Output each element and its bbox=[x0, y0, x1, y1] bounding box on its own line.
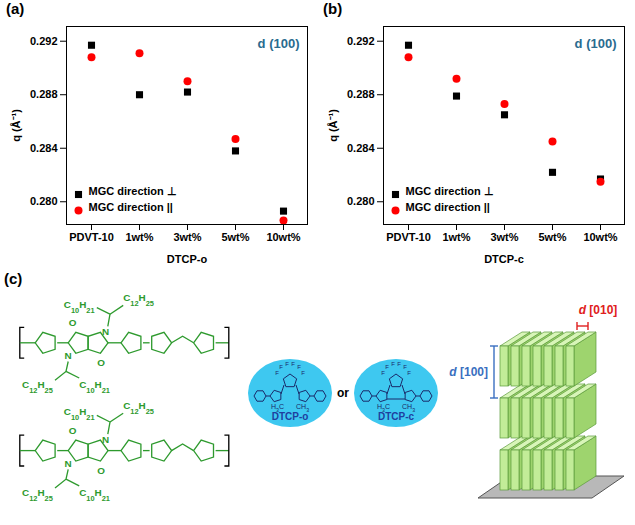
svg-text:F: F bbox=[297, 364, 301, 370]
svg-text:d (100): d (100) bbox=[258, 36, 300, 51]
svg-text:PDVT-10: PDVT-10 bbox=[69, 231, 114, 243]
svg-text:F: F bbox=[275, 370, 279, 376]
svg-text:MGC direction ||: MGC direction || bbox=[89, 201, 173, 213]
svg-text:F: F bbox=[285, 361, 289, 367]
svg-text:C10H21: C10H21 bbox=[64, 299, 95, 315]
svg-text:N: N bbox=[102, 326, 109, 337]
svg-text:0.280: 0.280 bbox=[30, 195, 58, 207]
svg-text:d (100): d (100) bbox=[575, 36, 617, 51]
svg-text:F: F bbox=[385, 364, 389, 370]
svg-text:DTCP-c: DTCP-c bbox=[484, 253, 524, 265]
svg-text:MGC direction ||: MGC direction || bbox=[406, 201, 490, 213]
svg-text:N: N bbox=[65, 458, 72, 469]
svg-text:N: N bbox=[102, 434, 109, 445]
svg-text:F: F bbox=[397, 361, 401, 367]
svg-text:C10H21: C10H21 bbox=[64, 406, 95, 422]
svg-text:0.280: 0.280 bbox=[347, 195, 375, 207]
svg-text:q (Å⁻¹): q (Å⁻¹) bbox=[327, 109, 339, 142]
svg-text:MGC direction ⊥: MGC direction ⊥ bbox=[89, 185, 177, 197]
svg-text:F: F bbox=[301, 370, 305, 376]
svg-text:N: N bbox=[65, 350, 72, 361]
svg-text:C12H25: C12H25 bbox=[22, 487, 53, 503]
svg-text:DTCP-c: DTCP-c bbox=[378, 411, 415, 422]
svg-text:1wt%: 1wt% bbox=[125, 231, 153, 243]
svg-text:O: O bbox=[69, 317, 77, 328]
svg-text:F: F bbox=[391, 361, 395, 367]
svg-text:PDVT-10: PDVT-10 bbox=[386, 231, 431, 243]
svg-text:10wt%: 10wt% bbox=[583, 231, 617, 243]
html-text:(b): (b) bbox=[323, 0, 343, 17]
svg-text:1wt%: 1wt% bbox=[442, 231, 470, 243]
svg-text:F: F bbox=[403, 364, 407, 370]
svg-text:or: or bbox=[337, 386, 349, 400]
svg-text:H3C: H3C bbox=[377, 403, 390, 413]
svg-text:C12H25: C12H25 bbox=[123, 292, 154, 308]
svg-text:3wt%: 3wt% bbox=[490, 231, 518, 243]
svg-text:O: O bbox=[97, 357, 105, 368]
svg-text:F: F bbox=[381, 370, 385, 376]
svg-text:F: F bbox=[291, 361, 295, 367]
svg-text:O: O bbox=[97, 465, 105, 476]
svg-text:H3C: H3C bbox=[271, 403, 284, 413]
svg-text:MGC direction ⊥: MGC direction ⊥ bbox=[406, 185, 494, 197]
svg-text:F: F bbox=[407, 370, 411, 376]
svg-text:d [100]: d [100] bbox=[449, 365, 488, 379]
svg-text:3wt%: 3wt% bbox=[173, 231, 201, 243]
svg-text:10wt%: 10wt% bbox=[266, 231, 300, 243]
svg-text:5wt%: 5wt% bbox=[538, 231, 566, 243]
svg-text:5wt%: 5wt% bbox=[221, 231, 249, 243]
svg-text:C10H21: C10H21 bbox=[79, 379, 110, 395]
svg-text:DTCP-o: DTCP-o bbox=[167, 253, 208, 265]
svg-text:0.284: 0.284 bbox=[347, 142, 375, 154]
svg-text:C10H21: C10H21 bbox=[79, 487, 110, 503]
svg-text:F: F bbox=[279, 364, 283, 370]
svg-text:0.288: 0.288 bbox=[30, 88, 58, 100]
svg-text:(c): (c) bbox=[4, 270, 22, 287]
svg-text:0.288: 0.288 bbox=[347, 88, 375, 100]
svg-text:O: O bbox=[69, 425, 77, 436]
svg-text:C12H25: C12H25 bbox=[123, 400, 154, 416]
svg-text:C12H25: C12H25 bbox=[22, 379, 53, 395]
svg-text:CH3: CH3 bbox=[296, 403, 309, 413]
svg-text:DTCP-o: DTCP-o bbox=[272, 411, 309, 422]
svg-text:0.292: 0.292 bbox=[30, 35, 58, 47]
svg-text:q (Å⁻¹): q (Å⁻¹) bbox=[10, 109, 22, 142]
html-text:(a): (a) bbox=[6, 0, 25, 17]
svg-text:0.292: 0.292 bbox=[347, 35, 375, 47]
svg-text:d [010]: d [010] bbox=[579, 303, 618, 317]
svg-text:0.284: 0.284 bbox=[30, 142, 58, 154]
svg-text:CH3: CH3 bbox=[402, 403, 415, 413]
